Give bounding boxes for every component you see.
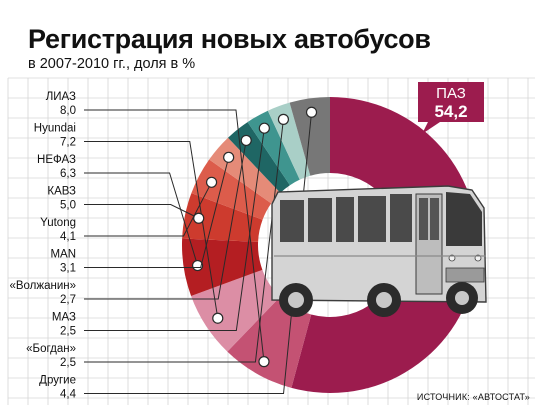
callout-box [418,82,484,122]
leader-dot [277,113,290,125]
leader-dot [191,259,204,272]
leader-dot [258,122,270,134]
category-label: MAN [50,249,76,261]
value-label: 4,4 [60,389,77,401]
value-label: 2,5 [60,357,76,369]
slice-2 [227,296,312,388]
value-label: 4,1 [60,231,76,243]
value-label: 3,1 [60,263,76,275]
slice-4 [181,238,263,297]
category-label: ЛИАЗ [46,91,76,103]
category-label: КАВЗ [47,186,76,198]
callout-pointer [422,122,440,134]
value-label: 6,3 [60,168,76,180]
leader-dot [240,134,252,147]
category-label: «Волжанин» [9,280,76,292]
category-labels: ЛИАЗ 8,0 Hyundai 7,2 НЕФАЗ 6,3 КАВЗ 5,0 Yutong 4,… [9,91,76,401]
chart-subtitle: в 2007-2010 гг., доля в % [28,56,195,72]
source-note: ИСТОЧНИК: «АВТОСТАТ» [417,392,530,402]
category-label: НЕФАЗ [37,154,76,166]
leader-line [84,204,199,219]
callout-paz: ПАЗ 54,2 [418,82,484,134]
chart-title: Регистрация новых автобусов [28,24,431,54]
leader-line [84,172,199,266]
leader-line [84,182,213,237]
slice-5 [182,193,263,242]
value-label: 8,0 [60,105,76,117]
category-label: Yutong [40,217,76,229]
slice-1 [291,97,478,393]
leader-dot [223,151,235,163]
value-label: 2,5 [60,326,76,338]
leader-dot [212,312,224,324]
leader-dot [258,356,270,368]
callout-value: 54,2 [434,102,467,121]
leader-line [84,157,230,268]
value-label: 7,2 [60,137,76,149]
leader-dot [205,176,218,188]
leader-line [84,140,247,300]
category-label: МАЗ [52,312,76,324]
slice-6 [191,159,272,220]
slices [181,97,478,393]
bus-icon [271,185,487,317]
leader-line [84,128,265,331]
leader-line [84,141,219,319]
category-label: «Богдан» [26,343,76,355]
leader-dot [193,212,205,224]
category-label: Другие [39,375,76,387]
leader-line [84,109,265,362]
callout-label: ПАЗ [436,85,466,102]
leader-dot [305,106,318,118]
value-label: 2,7 [60,294,76,306]
category-label: Hyundai [34,123,76,135]
slice-11 [289,97,330,176]
value-label: 5,0 [60,200,76,212]
